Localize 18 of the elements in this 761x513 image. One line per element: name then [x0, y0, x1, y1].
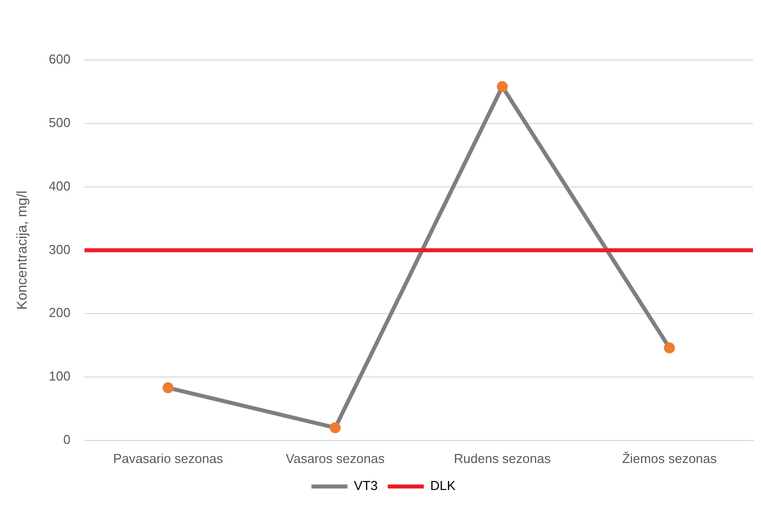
x-tick-label: Žiemos sezonas: [622, 450, 718, 466]
y-tick-label: 200: [48, 305, 70, 320]
legend-label: DLK: [430, 478, 456, 494]
point: [162, 382, 174, 394]
y-tick-label: 600: [48, 52, 70, 67]
y-tick-label: 300: [48, 242, 70, 257]
y-tick-label: 400: [48, 178, 70, 194]
y-tick-label: 500: [48, 114, 70, 130]
point: [330, 422, 341, 434]
y-tick-label: 0: [63, 432, 70, 447]
x-tick-label: Rudens sezonas: [454, 450, 552, 466]
x-tick-label: Pavasario sezonas: [113, 450, 224, 466]
x-tick-label: Vasaros sezonas: [286, 450, 386, 466]
point: [496, 81, 508, 92]
y-tick-label: 100: [48, 368, 70, 384]
legend-label: VT3: [354, 478, 378, 494]
point: [664, 342, 675, 354]
y-axis-title: Koncentracija, mg/l: [13, 190, 30, 310]
